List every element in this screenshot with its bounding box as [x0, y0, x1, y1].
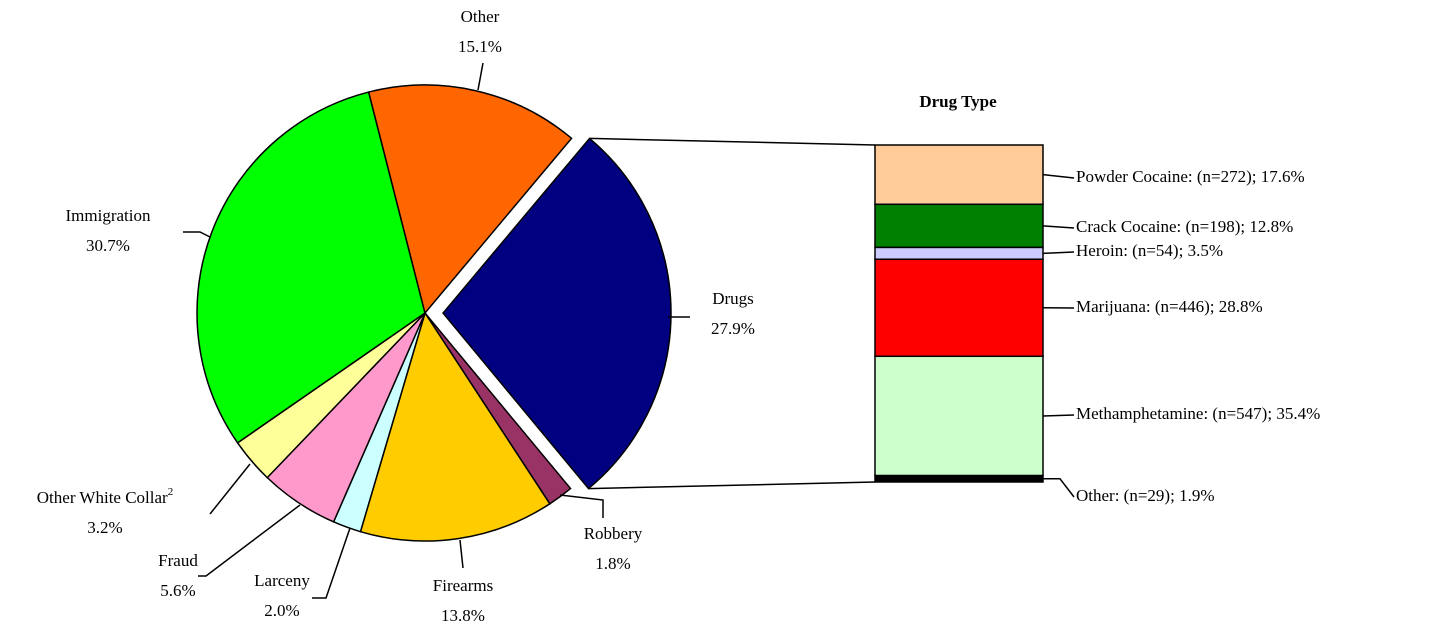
bar-segment: [874, 355, 1044, 477]
leader-line: [1043, 478, 1075, 498]
value-label: 15.1%: [458, 37, 502, 56]
bar-segment: [874, 144, 1044, 206]
value-label: Marijuana: (n=446); 28.8%: [1076, 297, 1263, 316]
value-label: 13.8%: [441, 606, 485, 625]
pie-slice: [359, 311, 551, 542]
footnote-mark: 2: [168, 486, 174, 498]
connector-line: [589, 137, 876, 146]
pie-slice: [367, 84, 573, 315]
bar-segment: [874, 258, 1044, 358]
value-label: 30.7%: [86, 236, 130, 255]
leader-line: [559, 494, 604, 518]
pie-label: Firearms: [433, 576, 493, 595]
category-label: Immigration: [66, 206, 151, 225]
pie-label: Drugs: [712, 289, 754, 308]
leader-line: [209, 463, 251, 515]
category-label: Firearms: [433, 576, 493, 595]
pie-label: Other: [461, 7, 500, 26]
value-label: 27.9%: [711, 319, 755, 338]
pie-label: Robbery: [584, 524, 643, 543]
pie-label: Larceny: [254, 571, 310, 590]
value-label: Other: (n=29); 1.9%: [1076, 486, 1214, 505]
pie-label: Immigration: [66, 206, 151, 225]
leader-line: [477, 62, 484, 91]
bar-title: Drug Type: [919, 92, 997, 111]
value-label: Powder Cocaine: (n=272); 17.6%: [1076, 167, 1305, 186]
value-label: 2.0%: [264, 601, 299, 620]
bar-segment: [874, 246, 1044, 260]
value-label: 3.2%: [87, 518, 122, 537]
pie-label: Other White Collar2: [37, 486, 173, 507]
pie-slice: [196, 91, 426, 444]
category-label: Larceny: [254, 571, 310, 590]
value-label: Methamphetamine: (n=547); 35.4%: [1076, 404, 1320, 423]
bar-segment: [874, 474, 1044, 483]
connector-line: [588, 481, 876, 490]
leader-line: [459, 539, 464, 569]
value-label: Heroin: (n=54); 3.5%: [1076, 241, 1223, 260]
category-label: Other: [461, 7, 500, 26]
pie-slice: [442, 137, 672, 490]
leader-line: [198, 504, 301, 577]
leader-line: [183, 231, 211, 238]
value-label: 1.8%: [595, 554, 630, 573]
value-label: 5.6%: [160, 581, 195, 600]
leader-line: [1042, 251, 1075, 255]
value-label: Crack Cocaine: (n=198); 12.8%: [1076, 217, 1293, 236]
category-label: Other White Collar: [37, 488, 168, 507]
leader-line: [1042, 173, 1075, 179]
leader-line: [312, 527, 351, 599]
leader-line: [1042, 225, 1075, 229]
category-label: Fraud: [158, 551, 198, 570]
category-label: Robbery: [584, 524, 643, 543]
leader-line: [1042, 414, 1075, 417]
pie-label: Fraud: [158, 551, 198, 570]
bar-segment: [874, 203, 1044, 249]
category-label: Drugs: [712, 289, 754, 308]
